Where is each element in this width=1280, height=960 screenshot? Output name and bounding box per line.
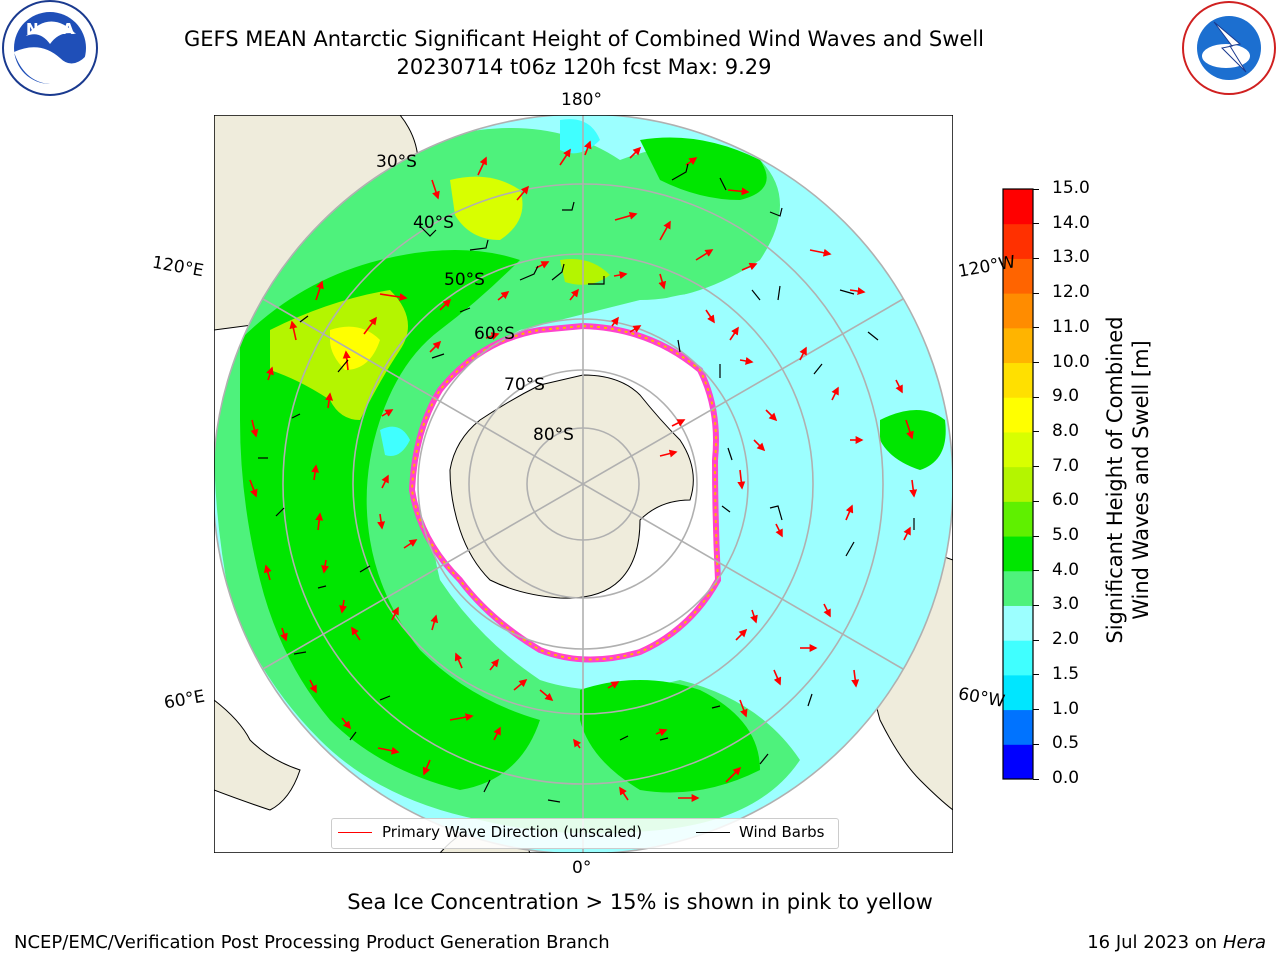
colorbar-swatch [1003, 674, 1033, 711]
legend-wind-barbs: Wind Barbs [739, 823, 825, 841]
colorbar-tick-mark [1033, 674, 1039, 676]
colorbar-tick-label: 15.0 [1052, 178, 1090, 198]
svg-text:NOAA: NOAA [26, 20, 75, 38]
wind-barbs [258, 163, 915, 803]
chart-subtitle: 20230714 t06z 120h fcst Max: 9.29 [396, 55, 772, 79]
colorbar-tick-label: 0.5 [1052, 733, 1080, 754]
colorbar-swatch [1003, 189, 1033, 225]
colorbar-tick-label: 5.0 [1052, 525, 1080, 546]
lat-label-40s: 40°S [413, 213, 454, 233]
colorbar-swatch [1003, 293, 1033, 329]
colorbar-tick-label: 13.0 [1052, 247, 1090, 268]
footer-machine: Hera [1222, 932, 1266, 953]
colorbar-swatch [1003, 397, 1033, 433]
colorbar-tick-mark [1033, 500, 1039, 502]
sea-ice-caption: Sea Ice Concentration > 15% is shown in … [347, 890, 933, 914]
colorbar-tick-mark [1033, 362, 1039, 364]
colorbar-tick-label: 7.0 [1052, 455, 1080, 476]
colorbar-tick-mark [1033, 466, 1039, 468]
lat-label-70s: 70°S [504, 375, 545, 395]
colorbar-tick-label: 2.0 [1052, 629, 1080, 650]
lat-label-30s: 30°S [376, 152, 417, 172]
map-legend: Primary Wave Direction (unscaled) Wind B… [331, 818, 839, 849]
lat-label-60s: 60°S [474, 324, 515, 344]
colorbar-swatch [1003, 327, 1033, 364]
legend-wave-direction: Primary Wave Direction (unscaled) [382, 823, 643, 841]
colorbar-swatch [1003, 570, 1033, 606]
colorbar-swatch [1003, 431, 1033, 468]
chart-title: GEFS MEAN Antarctic Significant Height o… [183, 27, 985, 51]
colorbar-tick-mark [1033, 396, 1039, 398]
colorbar-title-line1: Significant Height of Combined [1103, 316, 1127, 644]
colorbar-swatch [1003, 501, 1033, 537]
colorbar-tick-label: 12.0 [1052, 282, 1090, 303]
wave-direction-swatch [338, 832, 372, 833]
graticule [214, 115, 953, 853]
colorbar-tick-mark [1033, 639, 1039, 641]
colorbar-title-line2: Wind Waves and Swell [m] [1129, 340, 1153, 620]
wave-arrows [249, 140, 918, 802]
colorbar-tick-label: 1.0 [1052, 698, 1080, 719]
colorbar-swatch [1003, 605, 1033, 641]
colorbar-tick-mark [1033, 604, 1039, 606]
colorbar-tick-mark [1033, 188, 1039, 190]
colorbar-tick-label: 10.0 [1052, 351, 1090, 372]
lon-label-0: 0° [572, 858, 592, 878]
antarctica [449, 374, 694, 599]
colorbar-tick-label: 0.0 [1052, 768, 1080, 788]
colorbar-swatch [1003, 258, 1033, 294]
colorbar-tick-mark [1033, 223, 1039, 225]
colorbar-tick-mark [1033, 743, 1039, 745]
colorbar-swatch [1003, 362, 1033, 398]
footer-date-text: 16 Jul 2023 on [1087, 932, 1223, 953]
colorbar-tick-label: 9.0 [1052, 386, 1080, 407]
colorbar-tick-mark [1033, 778, 1039, 780]
wind-barb-swatch [696, 832, 730, 833]
colorbar-swatch [1003, 709, 1033, 745]
colorbar-tick-label: 6.0 [1052, 490, 1080, 511]
colorbar-swatch [1003, 466, 1033, 502]
lat-label-50s: 50°S [444, 270, 485, 290]
colorbar-tick-label: 11.0 [1052, 316, 1090, 337]
noaa-logo: NOAA [2, 0, 98, 96]
colorbar-swatch [1003, 640, 1033, 676]
colorbar-tick-label: 14.0 [1052, 212, 1090, 233]
lon-label-180: 180° [561, 90, 602, 110]
nws-logo [1182, 1, 1276, 95]
lat-label-80s: 80°S [533, 425, 574, 445]
footer-branch: NCEP/EMC/Verification Post Processing Pr… [14, 932, 610, 953]
colorbar-tick-mark [1033, 709, 1039, 711]
colorbar-tick-mark [1033, 431, 1039, 433]
wave-height-field [214, 115, 953, 853]
colorbar-tick-label: 4.0 [1052, 559, 1080, 580]
colorbar-swatch [1003, 223, 1033, 259]
colorbar-tick-label: 8.0 [1052, 420, 1080, 441]
colorbar-tick-label: 1.5 [1052, 663, 1080, 684]
colorbar-tick-mark [1033, 292, 1039, 294]
colorbar-tick-mark [1033, 570, 1039, 572]
colorbar-tick-mark [1033, 535, 1039, 537]
colorbar-swatch [1003, 536, 1033, 572]
footer-date: 16 Jul 2023 on Hera [1087, 932, 1266, 953]
colorbar-tick-mark [1033, 327, 1039, 329]
polar-map [214, 115, 953, 853]
colorbar-tick-mark [1033, 257, 1039, 259]
colorbar-tick-label: 3.0 [1052, 594, 1080, 615]
colorbar-swatch [1003, 744, 1033, 780]
colorbar [1002, 188, 1034, 780]
